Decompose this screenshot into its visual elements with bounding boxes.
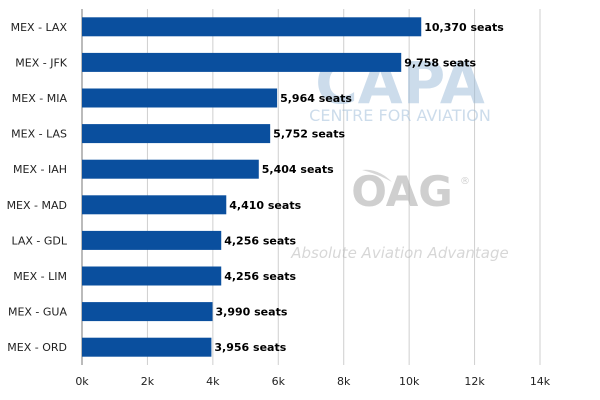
x-tick-label: 4k [206, 375, 220, 388]
bar [82, 88, 278, 108]
data-label: 5,752 seats [273, 128, 345, 141]
category-labels: MEX - LAX MEX - JFK MEX - MIA MEX - LAS MEX … [7, 21, 68, 354]
category-label: MEX - IAH [13, 163, 67, 176]
data-label: 4,256 seats [224, 234, 296, 247]
data-labels: 10,370 seats 9,758 seats 5,964 seats 5,752 … [214, 21, 504, 354]
category-label: MEX - LAX [11, 21, 68, 34]
bar [82, 302, 213, 322]
x-tick-label: 6k [272, 375, 286, 388]
category-label: MEX - MIA [12, 92, 68, 105]
x-tick-label: 14k [530, 375, 551, 388]
category-label: MEX - JFK [15, 56, 68, 69]
category-label: LAX - GDL [11, 234, 67, 247]
x-tick-label: 10k [399, 375, 420, 388]
x-tick-label: 12k [464, 375, 485, 388]
data-label: 3,990 seats [216, 306, 288, 319]
x-axis-tick-labels: 0k 2k 4k 6k 8k 10k 12k 14k [75, 375, 550, 388]
data-label: 5,404 seats [262, 163, 334, 176]
data-label: 4,410 seats [229, 199, 301, 212]
oag-tagline: Absolute Aviation Advantage [290, 244, 509, 262]
data-label: 3,956 seats [214, 341, 286, 354]
x-tick-label: 0k [75, 375, 89, 388]
bar [82, 124, 271, 144]
category-label: MEX - LIM [13, 270, 67, 283]
watermark-logos: CAPA CENTRE FOR AVIATION OAG ® Absolute … [290, 49, 509, 262]
bar [82, 17, 422, 37]
bar [82, 195, 227, 215]
data-label: 5,964 seats [280, 92, 352, 105]
x-tick-label: 8k [337, 375, 351, 388]
data-label: 9,758 seats [404, 56, 476, 69]
bar [82, 159, 259, 179]
oag-registered-mark: ® [460, 176, 470, 187]
data-label: 10,370 seats [424, 21, 504, 34]
oag-logo: OAG [351, 167, 453, 216]
oag-swoosh-icon [362, 169, 392, 182]
bar [82, 266, 222, 286]
capa-tagline: CENTRE FOR AVIATION [309, 106, 491, 125]
category-label: MEX - GUA [8, 306, 68, 319]
bars [82, 17, 422, 357]
bar [82, 52, 402, 72]
bar [82, 230, 222, 250]
data-label: 4,256 seats [224, 270, 296, 283]
category-label: MEX - MAD [7, 199, 67, 212]
x-tick-label: 2k [141, 375, 155, 388]
bar [82, 337, 212, 357]
category-label: MEX - ORD [7, 341, 67, 354]
category-label: MEX - LAS [11, 128, 67, 141]
